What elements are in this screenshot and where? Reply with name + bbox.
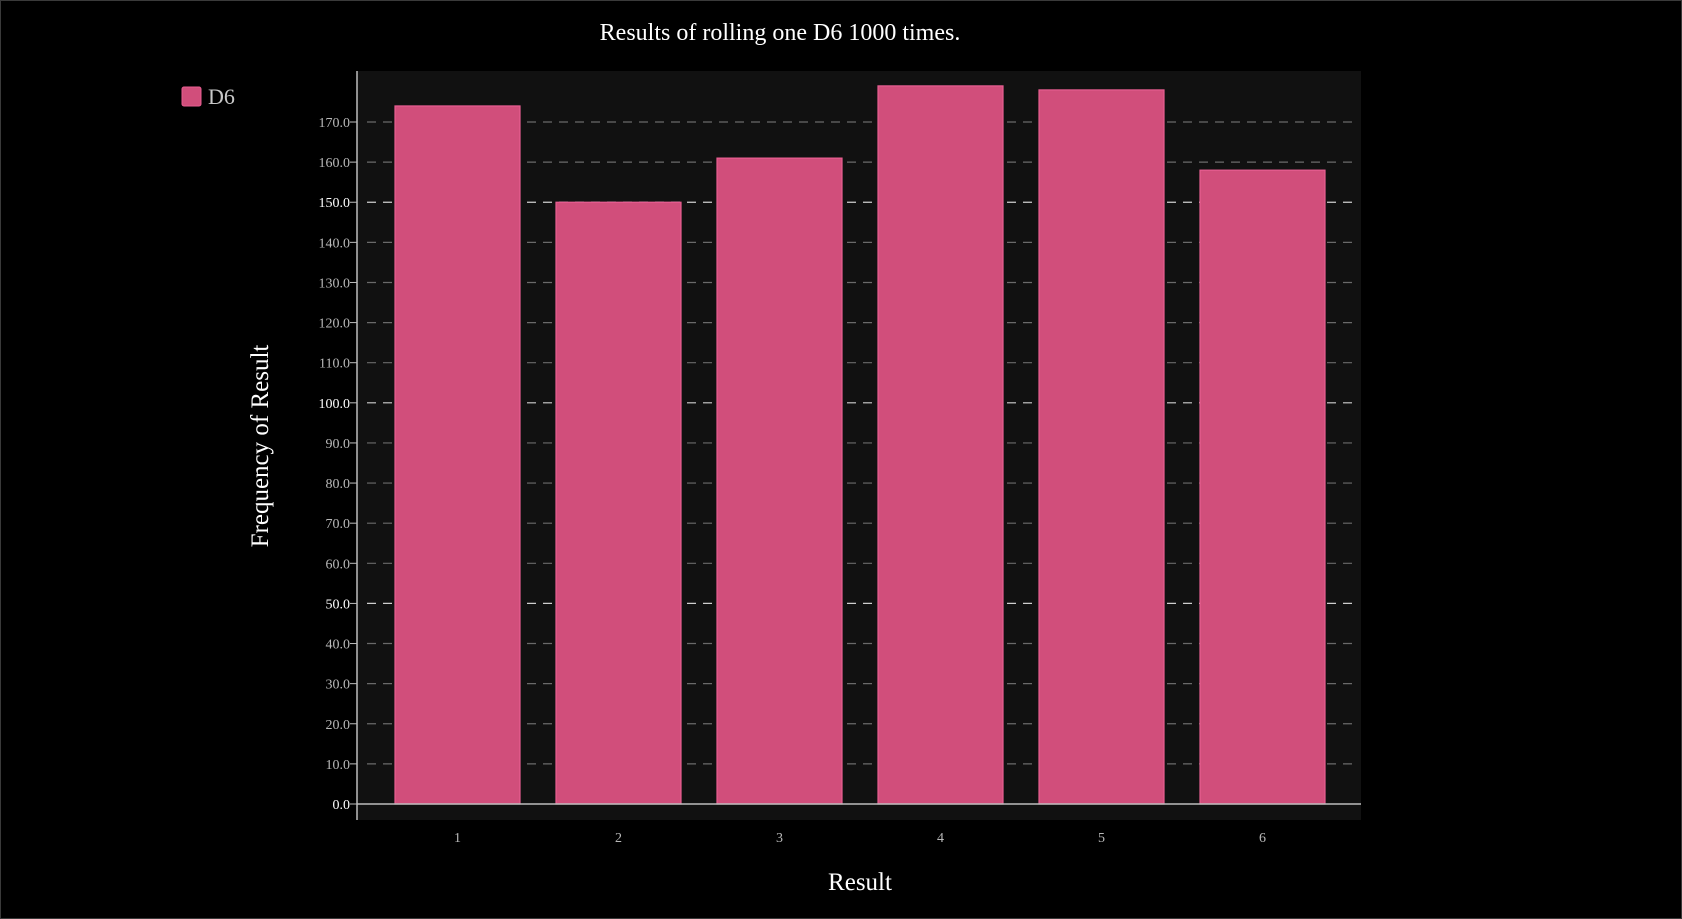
x-tick-label: 4 [937,831,944,846]
y-tick-label: 70.0 [326,517,351,532]
axes [356,71,1361,820]
bar-3 [716,157,843,805]
x-tick-label: 6 [1259,831,1266,846]
bar-6 [1199,169,1326,805]
x-axis-ticks: 1 2 3 4 5 6 [454,831,1266,846]
bar-2 [555,201,682,805]
bar-4 [877,85,1004,805]
y-tick-label: 10.0 [326,758,351,773]
y-tick-label: 0.0 [333,798,351,813]
x-tick-label: 2 [615,831,622,846]
y-tick-label: 30.0 [326,678,351,693]
y-axis-ticks: 0.0 10.0 20.0 30.0 40.0 50.0 60.0 70.0 80.0 90.0 1… [319,116,357,813]
bars [394,85,1326,805]
y-tick-label: 170.0 [319,116,351,131]
y-tick-label: 90.0 [326,437,351,452]
y-tick-label: 110.0 [319,357,350,372]
y-tick-label: 60.0 [326,557,351,572]
y-tick-label: 40.0 [326,638,351,653]
y-tick-label: 160.0 [319,156,351,171]
x-tick-label: 3 [776,831,783,846]
x-tick-label: 5 [1098,831,1105,846]
bar-5 [1038,89,1165,805]
y-tick-label: 50.0 [326,597,351,612]
y-tick-label: 150.0 [319,196,351,211]
plot-area [357,71,1361,820]
legend-label-d6: D6 [208,84,235,109]
y-tick-label: 20.0 [326,718,351,733]
chart-title: Results of rolling one D6 1000 times. [600,20,961,46]
x-axis-label: Result [828,869,892,896]
y-tick-label: 120.0 [319,317,351,332]
x-tick-label: 1 [454,831,461,846]
y-tick-label: 100.0 [319,397,351,412]
y-tick-label: 140.0 [319,236,351,251]
gridlines [367,121,1359,765]
y-tick-label: 80.0 [326,477,351,492]
legend-swatch-d6 [181,86,202,107]
legend: D6 [181,84,235,109]
bar-1 [394,105,521,805]
y-axis-label: Frequency of Result [247,345,274,548]
y-tick-label: 130.0 [319,276,351,291]
